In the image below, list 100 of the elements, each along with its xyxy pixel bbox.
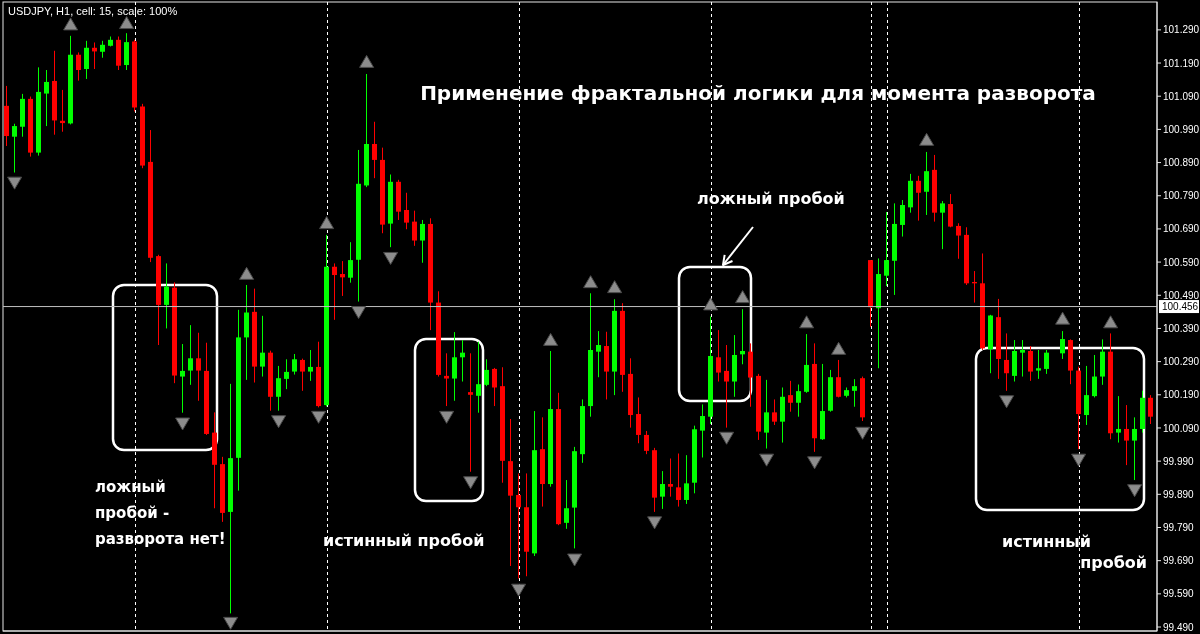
point (759, 453, 775, 467)
point (807, 456, 823, 470)
point (311, 410, 327, 424)
y-tick-label: 99.590 (1163, 588, 1195, 600)
candlestick (516, 472, 521, 580)
point (359, 54, 375, 68)
candlestick (1060, 330, 1065, 360)
point (583, 275, 599, 289)
y-tick-label: 101.090 (1163, 90, 1200, 102)
candlestick (956, 222, 961, 260)
candlestick (1084, 365, 1089, 426)
candlestick (1132, 416, 1137, 481)
y-tick-label: 99.490 (1163, 621, 1195, 633)
y-tick-label: 101.190 (1163, 57, 1200, 69)
point (511, 583, 527, 597)
candlestick (284, 358, 289, 390)
candlestick (492, 367, 497, 407)
y-tick-label: 100.590 (1163, 256, 1200, 268)
candlestick (76, 51, 81, 82)
candlestick (668, 457, 673, 498)
candlestick (900, 199, 905, 238)
candlestick (1148, 394, 1153, 425)
point (223, 616, 239, 630)
point (855, 426, 871, 440)
point (63, 17, 79, 31)
point (543, 332, 559, 346)
y-tick-label: 100.790 (1163, 190, 1200, 202)
candlestick (1020, 339, 1025, 378)
point (351, 306, 367, 320)
candlestick (636, 396, 641, 444)
candlestick (484, 358, 489, 387)
candlestick (348, 241, 353, 284)
point (919, 132, 935, 146)
y-tick-label: 100.090 (1163, 422, 1200, 434)
candlestick (676, 453, 681, 508)
point (799, 315, 815, 329)
annotation: ложный пробой - разворота нет! (95, 478, 226, 548)
candlestick (444, 352, 449, 407)
point (7, 176, 23, 190)
point (567, 553, 583, 567)
candlestick (476, 341, 481, 414)
candlestick (412, 210, 417, 247)
candlestick (788, 380, 793, 413)
candlestick (44, 69, 49, 127)
candlestick (852, 378, 857, 408)
ref-line-label: 100.456 (1162, 301, 1199, 313)
y-tick-label: 100.990 (1163, 123, 1200, 135)
y-tick-label: 99.990 (1163, 455, 1195, 467)
candlestick (276, 365, 281, 412)
candlestick (468, 352, 473, 473)
candlestick (916, 175, 921, 222)
point (1055, 311, 1071, 325)
point (175, 417, 191, 431)
candlestick (1004, 332, 1009, 392)
y-tick-label: 100.290 (1163, 356, 1200, 368)
candlestick (12, 123, 17, 174)
point (1071, 453, 1087, 467)
candlestick (124, 32, 129, 71)
candlestick (564, 479, 569, 530)
y-tick-label: 99.690 (1163, 555, 1195, 567)
candlestick (1124, 404, 1129, 466)
candlestick (940, 200, 945, 250)
point (1127, 484, 1143, 498)
y-tick-label: 100.390 (1163, 322, 1200, 334)
y-tick-label: 100.890 (1163, 157, 1200, 169)
candlestick (372, 121, 377, 179)
point (1103, 315, 1119, 329)
y-tick-label: 99.890 (1163, 488, 1195, 500)
candlestick (420, 219, 425, 264)
candlestick (292, 353, 297, 376)
y-tick-label: 100.690 (1163, 223, 1200, 235)
candlestick (924, 151, 929, 216)
candlestick (700, 403, 705, 458)
annotation: истинный пробой (1002, 531, 1147, 572)
candlestick (452, 331, 457, 402)
y-tick-label: 101.290 (1163, 24, 1200, 36)
annotation: ложный пробой (697, 188, 845, 208)
point (703, 297, 719, 311)
annotation: истинный пробой (323, 530, 485, 550)
point (271, 415, 287, 429)
candlestick (596, 330, 601, 378)
candlestick (644, 430, 649, 455)
candlestick (332, 262, 337, 321)
candlestick (1036, 349, 1041, 380)
candlestick (724, 344, 729, 429)
candlestick (764, 379, 769, 450)
candlestick (300, 358, 305, 392)
point (647, 516, 663, 530)
point (119, 16, 135, 30)
y-tick-label: 99.790 (1163, 522, 1195, 534)
candlestick (1044, 349, 1049, 375)
candlestick (404, 192, 409, 230)
candlestick (1116, 395, 1121, 444)
text: Применение фрактальной логики для момента разворота (420, 81, 1096, 105)
candlestick (948, 193, 953, 228)
point (383, 251, 399, 265)
point (735, 290, 751, 304)
candlestick (1028, 345, 1033, 382)
candlestick (772, 398, 777, 426)
candlestick (196, 332, 201, 402)
